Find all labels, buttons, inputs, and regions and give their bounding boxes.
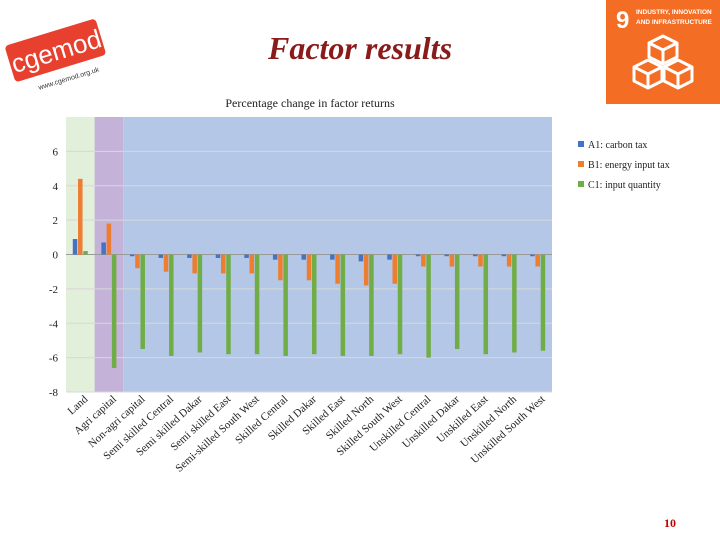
bar bbox=[358, 254, 364, 262]
legend-swatch bbox=[578, 141, 584, 147]
bar bbox=[129, 254, 135, 257]
bar bbox=[140, 254, 145, 350]
y-tick-label: 4 bbox=[53, 181, 59, 193]
legend-swatch bbox=[578, 181, 584, 187]
cubes-icon bbox=[632, 34, 694, 90]
bar bbox=[135, 254, 140, 269]
bar bbox=[72, 239, 78, 255]
bar bbox=[163, 254, 169, 272]
bar bbox=[426, 254, 431, 358]
sdg-badge: 9 INDUSTRY, INNOVATION AND INFRASTRUCTUR… bbox=[606, 0, 720, 104]
y-tick-label: -6 bbox=[49, 353, 59, 365]
bar bbox=[506, 254, 512, 267]
bar bbox=[415, 254, 421, 257]
legend-label: C1: input quantity bbox=[588, 180, 661, 191]
sdg-badge-graphic: 9 INDUSTRY, INNOVATION AND INFRASTRUCTUR… bbox=[616, 7, 712, 90]
bar bbox=[369, 254, 374, 356]
bar bbox=[283, 254, 288, 356]
bar bbox=[158, 254, 164, 258]
logo-badge bbox=[5, 19, 106, 82]
bar bbox=[169, 254, 174, 356]
legend-label: A1: carbon tax bbox=[588, 140, 647, 151]
cgemod-logo: cgemod www.cgemod.org.uk bbox=[5, 19, 106, 92]
bar bbox=[387, 254, 392, 260]
y-tick-label: -2 bbox=[49, 284, 58, 296]
bar bbox=[340, 254, 346, 356]
bar bbox=[501, 254, 507, 257]
bar bbox=[254, 254, 260, 355]
legend-swatch bbox=[578, 161, 584, 167]
bar bbox=[540, 254, 546, 351]
bar bbox=[301, 254, 306, 260]
bar bbox=[483, 254, 489, 355]
bar bbox=[397, 254, 403, 355]
y-tick-label: 0 bbox=[53, 250, 59, 262]
chart-title: Percentage change in factor returns bbox=[225, 96, 395, 110]
page-number: 10 bbox=[664, 516, 676, 530]
bar bbox=[192, 254, 197, 274]
bar bbox=[363, 254, 369, 286]
bar bbox=[187, 254, 192, 258]
bar bbox=[249, 254, 255, 274]
bar bbox=[478, 254, 483, 267]
bar bbox=[101, 242, 106, 255]
sdg-line1: INDUSTRY, INNOVATION bbox=[636, 9, 712, 16]
bar bbox=[312, 254, 317, 355]
bar bbox=[449, 254, 455, 267]
bar bbox=[220, 254, 226, 274]
bar bbox=[78, 178, 83, 255]
bar bbox=[392, 254, 398, 284]
bar bbox=[421, 254, 426, 267]
slide-title: Factor results bbox=[267, 30, 453, 66]
bar bbox=[330, 254, 335, 260]
bar bbox=[197, 254, 203, 353]
bar bbox=[530, 254, 535, 257]
y-tick-label: 6 bbox=[53, 146, 59, 158]
bar bbox=[111, 254, 117, 368]
sdg-number: 9 bbox=[616, 7, 629, 34]
bar bbox=[454, 254, 460, 350]
y-tick-label: -8 bbox=[49, 387, 59, 399]
bar bbox=[278, 254, 283, 281]
bar bbox=[106, 223, 112, 255]
bar bbox=[335, 254, 340, 284]
bar bbox=[512, 254, 517, 353]
legend-label: B1: energy input tax bbox=[588, 160, 670, 171]
bar bbox=[444, 254, 449, 257]
y-tick-label: 2 bbox=[53, 215, 59, 227]
bar bbox=[473, 254, 478, 257]
sdg-line2: AND INFRASTRUCTURE bbox=[636, 19, 712, 26]
bar bbox=[244, 254, 249, 258]
y-tick-label: -4 bbox=[49, 318, 59, 330]
bar bbox=[215, 254, 221, 258]
bar bbox=[226, 254, 231, 355]
bar bbox=[306, 254, 312, 281]
bar bbox=[535, 254, 540, 267]
bar bbox=[83, 251, 88, 255]
bar bbox=[272, 254, 278, 260]
